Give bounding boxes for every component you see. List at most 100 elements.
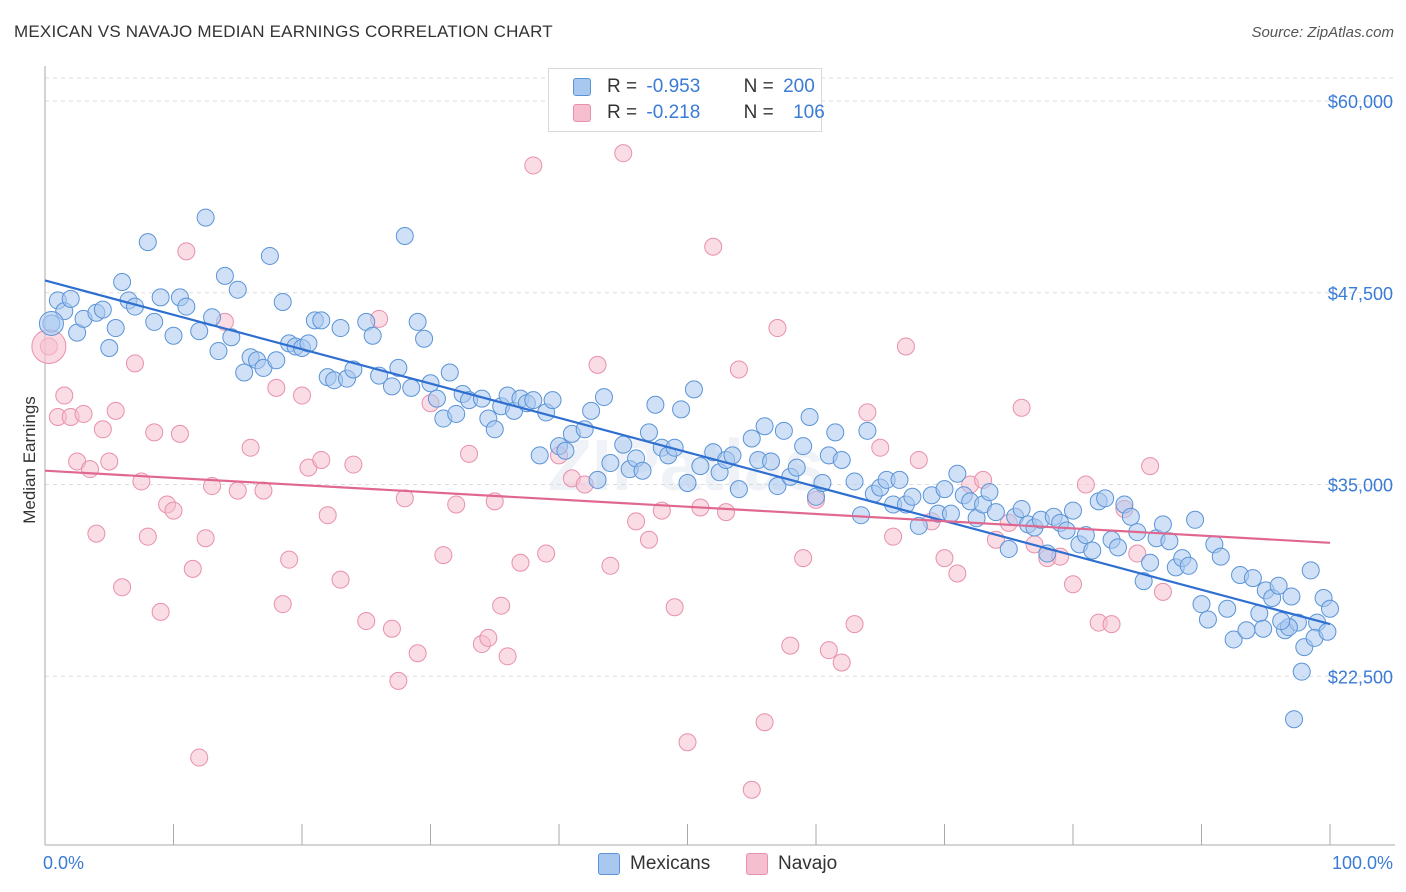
- navajo-point: [151, 602, 170, 621]
- mexicans-point: [1218, 599, 1237, 618]
- navajo-point: [177, 242, 196, 261]
- mexicans-point: [646, 395, 665, 414]
- navajo-point: [318, 506, 337, 525]
- mexicans-point: [543, 391, 562, 410]
- bottom-legend-swatch-navajo: [746, 853, 768, 875]
- mexicans-point: [1057, 521, 1076, 540]
- mexicans-point: [235, 363, 254, 382]
- mexicans-point: [762, 452, 781, 471]
- mexicans-point: [723, 446, 742, 465]
- navajo-point: [1012, 398, 1031, 417]
- mexicans-point: [1083, 541, 1102, 560]
- navajo-point: [190, 748, 209, 767]
- mexicans-point: [1012, 500, 1031, 519]
- mexicans-point: [209, 342, 228, 361]
- navajo-point: [145, 423, 164, 442]
- mexicans-point: [1321, 599, 1339, 618]
- mexicans-point: [826, 423, 845, 442]
- navajo-point: [819, 641, 838, 660]
- navajo-point: [228, 481, 247, 500]
- mexicans-point: [447, 404, 466, 423]
- mexicans-point: [755, 417, 774, 436]
- mexicans-point: [415, 329, 434, 348]
- tick-labels: $22,500 $35,000 $47,500 $60,000 0.0% 100.0%: [43, 92, 1393, 873]
- x-tick-label-min: 0.0%: [43, 853, 84, 873]
- mexicans-point: [61, 289, 80, 308]
- y-tick-label: $47,500: [1328, 284, 1393, 304]
- navajo-point: [93, 420, 112, 439]
- navajo-point: [678, 733, 697, 752]
- navajo-point: [794, 549, 813, 568]
- navajo-point: [768, 319, 787, 338]
- mexicans-point: [672, 400, 691, 419]
- mexicans-point: [1224, 630, 1243, 649]
- mexicans-point: [395, 227, 414, 246]
- mexicans-point: [100, 338, 119, 357]
- mexicans-point: [389, 358, 408, 377]
- navajo-point: [871, 438, 890, 457]
- navajo-point: [203, 477, 222, 496]
- mexicans-point: [678, 473, 697, 492]
- navajo-point: [408, 644, 427, 663]
- mexicans-point: [601, 454, 620, 473]
- navajo-point: [293, 386, 311, 405]
- navajo-point: [447, 495, 466, 514]
- mexicans-point: [228, 280, 247, 299]
- navajo-point: [106, 401, 125, 420]
- series-mexicans-points: [38, 208, 1339, 729]
- navajo-point: [627, 512, 646, 531]
- mexicans-point: [113, 273, 132, 292]
- mexicans-point: [145, 312, 164, 331]
- navajo-point: [1141, 457, 1160, 476]
- trend-line-navajo: [44, 469, 1331, 544]
- y-tick-label: $22,500: [1328, 667, 1393, 687]
- navajo-point: [1153, 582, 1172, 601]
- mexicans-point: [1192, 595, 1211, 614]
- mexicans-point: [787, 458, 806, 477]
- navajo-point: [87, 524, 106, 543]
- navajo-point: [1128, 544, 1147, 563]
- mexicans-point: [1076, 526, 1095, 545]
- bottom-legend-label-navajo: Navajo: [778, 853, 838, 874]
- mexicans-point: [582, 401, 601, 420]
- navajo-point: [331, 570, 350, 589]
- trend-lines: [44, 279, 1331, 626]
- mexicans-point: [1211, 547, 1230, 566]
- mexicans-point: [222, 328, 241, 347]
- mexicans-point: [1254, 619, 1273, 638]
- mexicans-point: [1269, 576, 1288, 595]
- navajo-point: [665, 598, 684, 617]
- mexicans-point: [903, 487, 922, 506]
- mexicans-point: [1108, 538, 1127, 557]
- mexicans-point: [909, 516, 928, 535]
- bottom-legend-swatch-mexicans: [598, 853, 620, 875]
- mexicans-point: [260, 246, 279, 265]
- trend-line-mexicans: [44, 279, 1331, 626]
- navajo-point: [537, 544, 556, 563]
- mexicans-point: [1064, 501, 1082, 520]
- legend-n-label: N =: [743, 76, 774, 97]
- mexicans-point: [363, 326, 382, 345]
- navajo-point: [254, 481, 273, 500]
- navajo-point: [614, 144, 633, 163]
- navajo-point: [113, 578, 132, 597]
- mexicans-point: [382, 377, 401, 396]
- navajo-point: [273, 595, 292, 614]
- mexicans-point: [402, 378, 421, 397]
- navajo-point: [357, 612, 376, 631]
- navajo-point: [511, 553, 530, 572]
- mexicans-point: [633, 461, 652, 480]
- navajo-point: [267, 378, 286, 397]
- navajo-point: [479, 628, 498, 647]
- legend-r-label: R =: [607, 76, 638, 97]
- legend-n-value-navajo: 106: [793, 102, 825, 123]
- navajo-point: [80, 460, 99, 479]
- legend-swatch-mexicans: [573, 78, 591, 96]
- mexicans-point: [1272, 612, 1291, 631]
- legend-r-value-navajo: -0.218: [646, 102, 701, 123]
- navajo-point: [492, 596, 511, 615]
- mexicans-point: [1285, 710, 1304, 729]
- mexicans-point: [524, 391, 543, 410]
- mexicans-point: [1153, 515, 1172, 534]
